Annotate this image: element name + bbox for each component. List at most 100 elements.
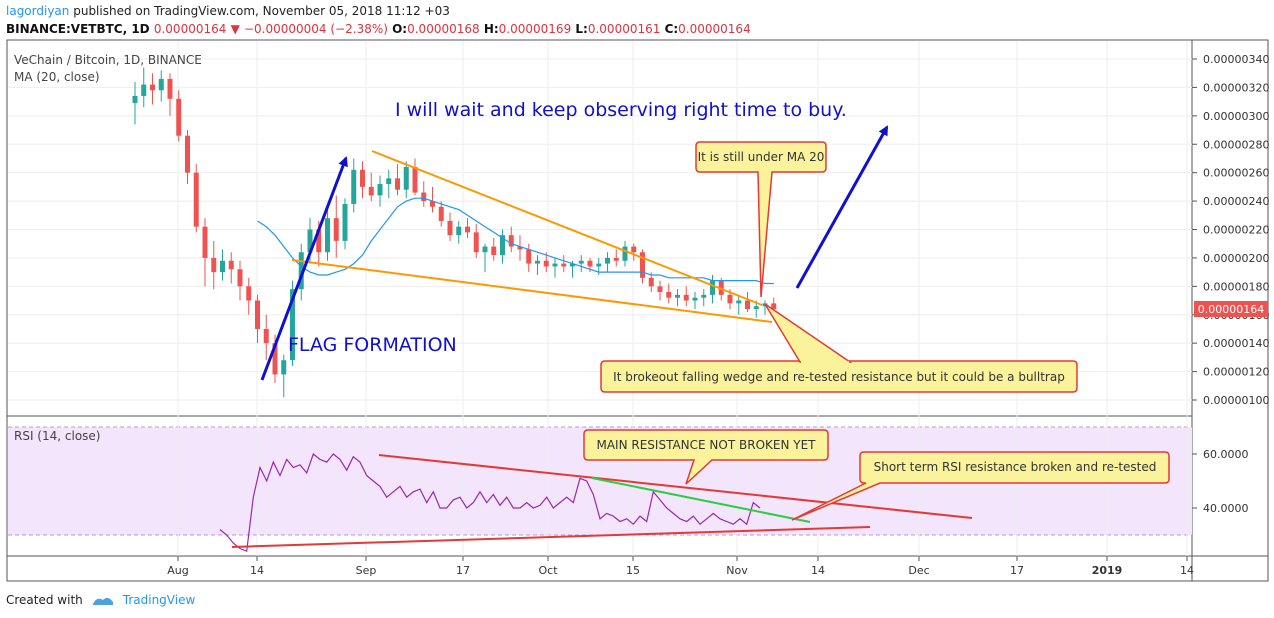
symbol-label: BINANCE:VETBTC, 1D — [6, 22, 150, 36]
candle-body — [753, 306, 759, 310]
change-value: −0.00000004 (−2.38%) — [243, 22, 388, 36]
price-tick-label: 0.00000340 — [1203, 53, 1269, 66]
candle-body — [438, 206, 444, 221]
price-tick-label: 0.00000180 — [1203, 280, 1269, 293]
rsi-tick-label: 60.0000 — [1203, 448, 1249, 461]
candle-body — [421, 192, 427, 202]
candle-body — [526, 249, 532, 264]
candle-body — [491, 246, 497, 256]
time-tick-label: Aug — [167, 564, 188, 577]
candle-body — [298, 252, 304, 290]
rsi-support-line — [231, 526, 871, 548]
candle-body — [675, 294, 680, 298]
tradingview-logo-icon — [92, 597, 113, 605]
wait-note: I will wait and keep observing right tim… — [395, 99, 847, 121]
price-tick-label: 0.00000280 — [1203, 138, 1269, 151]
candle-body — [605, 257, 610, 264]
candle-body — [185, 135, 190, 173]
candle-body — [508, 235, 514, 247]
rsi-tick-label: 40.0000 — [1203, 502, 1249, 515]
footer: Created with TradingView — [6, 593, 195, 607]
ma20-callout-text: It is still under MA 20 — [698, 150, 825, 164]
candle-body — [517, 246, 523, 250]
candle-body — [211, 257, 217, 273]
candle-body — [561, 263, 567, 267]
time-tick-label: Oct — [538, 564, 558, 577]
candle-body — [316, 229, 322, 253]
candle-body — [456, 226, 462, 236]
candle-body — [727, 294, 733, 304]
candle-body — [333, 218, 339, 241]
price-tick-label: 0.00000320 — [1203, 81, 1269, 94]
down-arrow-icon: ▼ — [230, 22, 240, 36]
last-price-badge-text: 0.00000164 — [1198, 303, 1264, 316]
rsi-line — [219, 452, 761, 553]
low-value: 0.00000161 — [587, 22, 661, 36]
tradingview-link[interactable]: TradingView — [122, 593, 196, 607]
time-tick-label: 14 — [1180, 564, 1194, 577]
axis-ticks: 0.00000340 0.00000320 0.00000300 0.00000280… — [167, 53, 1269, 577]
candle-body — [570, 263, 575, 267]
candle-body — [237, 269, 243, 287]
candle-body — [718, 280, 724, 295]
target-arrow — [795, 125, 889, 289]
candle-body — [307, 229, 313, 253]
flag-arrow — [260, 156, 348, 381]
price-tick-label: 0.00000120 — [1203, 366, 1269, 379]
candle-body — [360, 169, 365, 187]
candle-body — [701, 294, 707, 298]
close-label: C: — [664, 22, 679, 36]
breakout-callout — [600, 360, 1078, 393]
ohlc-line: BINANCE:VETBTC, 1D 0.00000164 ▼ −0.00000… — [6, 21, 751, 37]
candle-body — [692, 297, 698, 301]
candle-body — [395, 178, 400, 190]
candle-body — [246, 286, 252, 301]
time-tick-label: Nov — [726, 564, 748, 577]
candle-body — [640, 252, 645, 278]
open-value: 0.00000168 — [407, 22, 480, 36]
candle-body — [430, 201, 435, 207]
main-resistance-text: MAIN RESISTANCE NOT BROKEN YET — [596, 438, 816, 452]
price-tick-label: 0.00000100 — [1203, 394, 1269, 407]
candle-body — [587, 260, 593, 267]
candle-body — [377, 184, 383, 196]
candle-body — [631, 246, 637, 253]
candle-body — [710, 280, 715, 295]
candle-body — [771, 303, 777, 310]
candle-body — [447, 220, 453, 236]
breakout-callout-text: It brokeout falling wedge and re-tested … — [613, 370, 1065, 384]
open-label: O: — [392, 22, 408, 36]
candle-body — [158, 78, 164, 91]
time-tick-label: 14 — [811, 564, 825, 577]
price-tick-label: 0.00000260 — [1203, 167, 1269, 180]
candle-body — [657, 286, 663, 293]
author-link[interactable]: lagordiyan — [6, 4, 70, 18]
price-tick-label: 0.00000220 — [1203, 224, 1269, 237]
candle-body — [176, 98, 182, 136]
main-pane-title: VeChain / Bitcoin, 1D, BINANCE — [14, 53, 202, 67]
candle-body — [736, 300, 742, 304]
candle-body — [500, 235, 505, 256]
candle-body — [202, 226, 208, 258]
candle-body — [745, 300, 750, 310]
candle-body — [132, 95, 138, 104]
time-tick-label: 2019 — [1092, 564, 1123, 577]
candle-body — [150, 84, 155, 91]
breakout-callout-pointer — [764, 303, 853, 363]
time-tick-label: 15 — [626, 564, 640, 577]
candle-body — [613, 257, 619, 261]
candle-body — [648, 277, 654, 287]
candle-body — [683, 294, 689, 301]
price-tick-label: 0.00000200 — [1203, 252, 1269, 265]
candle-body — [220, 260, 225, 273]
candle-body — [543, 260, 549, 267]
last-price-badge — [1194, 301, 1268, 317]
candle-body — [403, 166, 409, 190]
price-tick-label: 0.00000240 — [1203, 195, 1269, 208]
wedge-upper-line — [371, 150, 763, 306]
time-tick-label: Dec — [908, 564, 929, 577]
candle-body — [167, 78, 173, 99]
candle-body — [255, 300, 260, 329]
created-with-label: Created with — [6, 593, 83, 607]
